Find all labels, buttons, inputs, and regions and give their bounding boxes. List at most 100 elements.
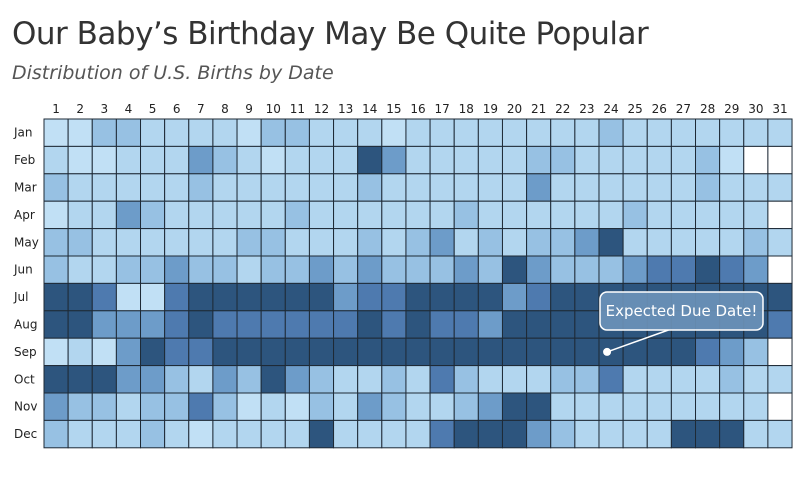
heatmap-cell-dec-6 — [164, 419, 190, 449]
heatmap-cell-aug-5 — [140, 310, 166, 339]
heatmap-cell-may-10 — [260, 228, 286, 257]
heatmap-cell-jun-25 — [622, 255, 648, 284]
heatmap-cell-apr-20 — [501, 200, 528, 230]
heatmap-cell-sep-15 — [381, 337, 407, 367]
heatmap-cell-mar-6 — [164, 173, 190, 202]
heatmap-cell-apr-3 — [91, 200, 117, 230]
day-label-7: 7 — [197, 102, 205, 116]
month-label-sep: Sep — [14, 345, 37, 359]
heatmap-cell-apr-4 — [115, 200, 142, 230]
chart-title: Our Baby’s Birthday May Be Quite Popular — [12, 16, 649, 52]
heatmap-cell-jun-13 — [333, 255, 359, 284]
heatmap-cell-nov-9 — [236, 392, 262, 421]
heatmap-cell-dec-15 — [381, 419, 407, 449]
heatmap-cell-jun-12 — [308, 255, 335, 284]
heatmap-cell-dec-7 — [188, 419, 214, 449]
heatmap-cell-oct-13 — [333, 365, 359, 394]
heatmap-cell-mar-16 — [405, 173, 431, 202]
heatmap-cell-feb-25 — [622, 145, 648, 175]
heatmap-cell-dec-20 — [501, 419, 528, 449]
month-axis-labels: Jan Feb Mar Apr May Jun Jul Aug Sep Oct Nov Dec — [13, 126, 39, 441]
day-label-14: 14 — [362, 102, 377, 116]
heatmap-cell-feb-9 — [236, 145, 262, 175]
day-label-11: 11 — [290, 102, 305, 116]
heatmap-cell-jul-2 — [67, 282, 93, 312]
heatmap-cell-sep-21 — [526, 337, 552, 367]
heatmap-cell-apr-23 — [574, 200, 600, 230]
heatmap-cell-jul-8 — [212, 282, 238, 312]
heatmap-cell-mar-12 — [308, 173, 335, 202]
heatmap-cell-aug-1 — [43, 310, 69, 339]
heatmap-cell-apr-21 — [526, 200, 552, 230]
day-label-19: 19 — [483, 102, 498, 116]
heatmap-cell-nov-6 — [164, 392, 190, 421]
heatmap-cell-oct-4 — [115, 365, 142, 394]
day-label-8: 8 — [221, 102, 229, 116]
heatmap-cell-feb-3 — [91, 145, 117, 175]
heatmap-cell-nov-10 — [260, 392, 286, 421]
heatmap-cell-oct-8 — [212, 365, 238, 394]
heatmap-cell-feb-23 — [574, 145, 600, 175]
heatmap-cell-may-30 — [743, 228, 769, 257]
heatmap-cell-nov-24 — [598, 392, 624, 421]
heatmap-cell-aug-4 — [115, 310, 142, 339]
heatmap-cell-apr-13 — [333, 200, 359, 230]
heatmap-cell-mar-27 — [670, 173, 697, 202]
heatmap-cell-mar-31 — [767, 173, 793, 202]
heatmap-cell-may-8 — [212, 228, 238, 257]
heatmap-cell-jun-17 — [429, 255, 455, 284]
day-label-13: 13 — [338, 102, 353, 116]
heatmap-cell-jun-8 — [212, 255, 238, 284]
heatmap-cell-feb-12 — [308, 145, 335, 175]
heatmap-cell-oct-16 — [405, 365, 431, 394]
heatmap-cell-apr-2 — [67, 200, 93, 230]
heatmap-cell-jul-11 — [284, 282, 310, 312]
heatmap-cell-jul-10 — [260, 282, 286, 312]
heatmap-cell-apr-28 — [695, 200, 721, 230]
heatmap-cell-jul-31 — [767, 282, 793, 312]
heatmap-cell-nov-19 — [477, 392, 503, 421]
heatmap-cell-jun-28 — [695, 255, 721, 284]
heatmap-cell-apr-19 — [477, 200, 503, 230]
heatmap-cell-may-26 — [646, 228, 672, 257]
heatmap-cell-nov-5 — [140, 392, 166, 421]
heatmap-cell-dec-25 — [622, 419, 648, 449]
heatmap-cell-mar-24 — [598, 173, 624, 202]
day-label-3: 3 — [100, 102, 108, 116]
heatmap-cell-nov-4 — [115, 392, 142, 421]
heatmap-cell-aug-9 — [236, 310, 262, 339]
heatmap-cell-apr-1 — [43, 200, 69, 230]
heatmap-cell-oct-1 — [43, 365, 69, 394]
heatmap-cell-may-15 — [381, 228, 407, 257]
heatmap-cell-jul-3 — [91, 282, 117, 312]
heatmap-cell-jul-5 — [140, 282, 166, 312]
heatmap-cell-nov-25 — [622, 392, 648, 421]
heatmap-cell-jan-23 — [574, 118, 600, 147]
due-date-annotation: Expected Due Date! — [599, 291, 764, 356]
heatmap-cell-aug-8 — [212, 310, 238, 339]
chart-subtitle: Distribution of U.S. Births by Date — [12, 62, 334, 84]
heatmap-cell-aug-23 — [574, 310, 600, 339]
heatmap-cell-jan-15 — [381, 118, 407, 147]
heatmap-cell-oct-31 — [767, 365, 793, 394]
heatmap-cell-oct-14 — [357, 365, 383, 394]
heatmap-cell-jul-14 — [357, 282, 383, 312]
heatmap-cell-feb-26 — [646, 145, 672, 175]
annotation-box — [599, 291, 764, 331]
heatmap-cell-apr-24 — [598, 200, 624, 230]
month-label-apr: Apr — [14, 208, 35, 222]
heatmap-cell-sep-8 — [212, 337, 238, 367]
heatmap-cell-sep-3 — [91, 337, 117, 367]
heatmap-cell-jan-25 — [622, 118, 648, 147]
heatmap-cell-mar-20 — [501, 173, 528, 202]
annotation-leader-line — [606, 329, 669, 353]
heatmap-cell-nov-26 — [646, 392, 672, 421]
heatmap-cell-feb-28 — [695, 145, 721, 175]
heatmap-cell-jun-20 — [501, 255, 528, 284]
day-label-27: 27 — [676, 102, 691, 116]
heatmap-cell-aug-2 — [67, 310, 93, 339]
heatmap-cell-jan-9 — [236, 118, 262, 147]
day-label-4: 4 — [125, 102, 133, 116]
heatmap-cell-mar-15 — [381, 173, 407, 202]
heatmap-cell-nov-30 — [743, 392, 769, 421]
